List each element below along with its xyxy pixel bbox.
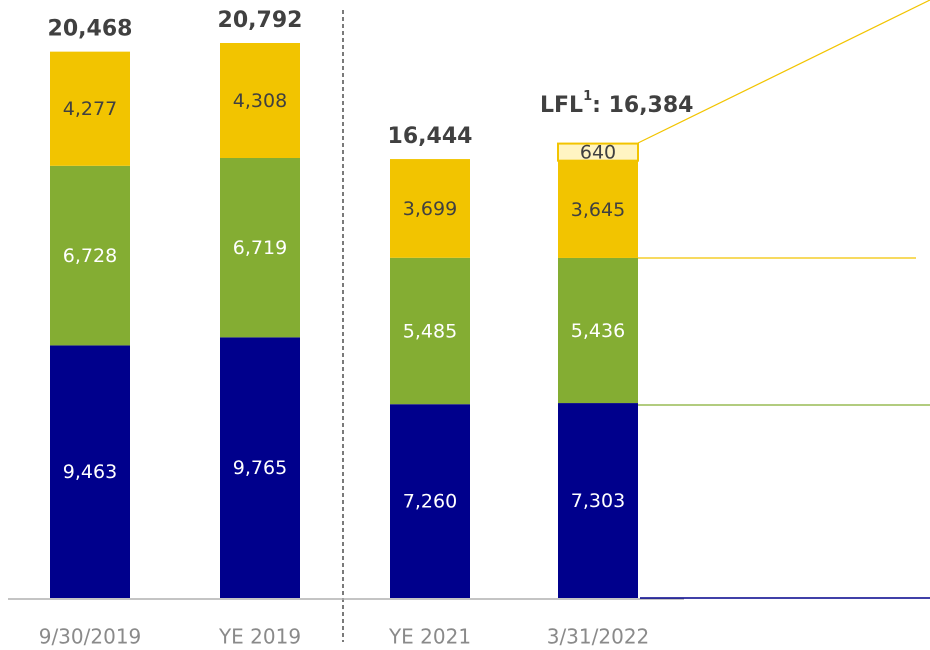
bar-segment — [558, 160, 638, 258]
bar-segment — [50, 165, 130, 346]
value-label: 5,436 — [571, 320, 625, 342]
bar-segment — [220, 43, 300, 158]
value-label: 3,645 — [571, 199, 625, 221]
leader-line — [637, 0, 930, 144]
value-label: 6,719 — [233, 237, 287, 259]
bar-segment — [390, 257, 470, 405]
bar-segment — [50, 345, 130, 598]
total-label: 20,468 — [48, 17, 133, 42]
value-label: 9,463 — [63, 461, 117, 483]
bar-segment — [390, 159, 470, 258]
value-label: 9,765 — [233, 457, 287, 479]
value-label: 7,303 — [571, 490, 625, 512]
value-label: 5,485 — [403, 321, 457, 343]
total-label: 16,444 — [388, 124, 473, 149]
value-label: 3,699 — [403, 198, 457, 220]
lfl-value: : 16,384 — [592, 93, 693, 118]
x-tick-label: YE 2019 — [218, 625, 301, 649]
bar-segment — [558, 257, 638, 404]
bar-segment — [390, 404, 470, 598]
lfl-label: LFL — [540, 93, 583, 118]
value-label: 4,277 — [63, 98, 117, 120]
total-label: 20,792 — [218, 8, 303, 33]
bar-segment — [50, 51, 130, 166]
value-label: 640 — [580, 142, 616, 164]
footnote: 1 — [583, 89, 592, 104]
bar-segment — [557, 142, 639, 162]
x-tick-label: YE 2021 — [388, 625, 471, 649]
bar-segment — [558, 403, 638, 598]
value-label: 4,308 — [233, 90, 287, 112]
x-tick-label: 3/31/2022 — [547, 625, 650, 649]
value-label: 7,260 — [403, 491, 457, 513]
lfl-annotation: LFL1: 16,384 — [540, 89, 693, 119]
bar-segment — [220, 157, 300, 338]
value-label: 6,728 — [63, 245, 117, 267]
bar-segment — [220, 337, 300, 598]
x-tick-label: 9/30/2019 — [39, 625, 142, 649]
